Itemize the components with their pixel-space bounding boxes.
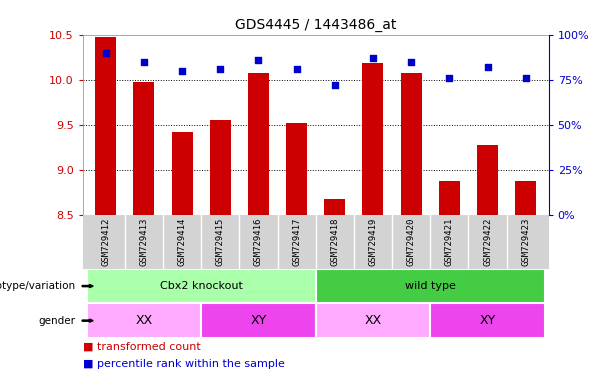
Bar — [172, 132, 192, 215]
Bar — [515, 181, 536, 215]
Text: wild type: wild type — [405, 281, 455, 291]
Bar — [439, 181, 460, 215]
Point — [368, 55, 378, 61]
Point — [406, 59, 416, 65]
Text: Cbx2 knockout: Cbx2 knockout — [160, 281, 243, 291]
Bar — [210, 120, 230, 215]
Point — [139, 59, 149, 65]
Title: GDS4445 / 1443486_at: GDS4445 / 1443486_at — [235, 18, 397, 32]
Bar — [316, 269, 545, 303]
Bar — [248, 73, 269, 215]
Text: GSM729422: GSM729422 — [483, 218, 492, 266]
Bar — [362, 63, 384, 215]
Text: XX: XX — [135, 314, 153, 327]
Text: XX: XX — [364, 314, 382, 327]
Text: ■ percentile rank within the sample: ■ percentile rank within the sample — [83, 359, 284, 369]
Text: gender: gender — [39, 316, 76, 326]
Text: GSM729416: GSM729416 — [254, 218, 263, 266]
Text: XY: XY — [479, 314, 496, 327]
Text: GSM729417: GSM729417 — [292, 218, 301, 266]
Bar — [134, 83, 154, 215]
Point — [330, 82, 340, 88]
Text: XY: XY — [250, 314, 267, 327]
Bar — [286, 123, 307, 215]
Bar — [430, 303, 545, 338]
Text: GSM729423: GSM729423 — [521, 218, 530, 266]
Bar — [477, 145, 498, 215]
Text: GSM729413: GSM729413 — [139, 218, 148, 266]
Point — [444, 75, 454, 81]
Text: GSM729420: GSM729420 — [406, 218, 416, 266]
Point — [292, 66, 302, 72]
Point — [521, 75, 531, 81]
Text: GSM729414: GSM729414 — [178, 218, 186, 266]
Text: GSM729415: GSM729415 — [216, 218, 225, 266]
Text: GSM729421: GSM729421 — [445, 218, 454, 266]
Bar — [95, 37, 116, 215]
Bar — [401, 73, 422, 215]
Point — [215, 66, 225, 72]
Text: GSM729412: GSM729412 — [101, 218, 110, 266]
Point — [177, 68, 187, 74]
Text: GSM729418: GSM729418 — [330, 218, 339, 266]
Bar — [324, 199, 345, 215]
Text: ■ transformed count: ■ transformed count — [83, 342, 200, 352]
Text: GSM729419: GSM729419 — [368, 218, 378, 266]
Bar — [86, 269, 316, 303]
Text: genotype/variation: genotype/variation — [0, 281, 76, 291]
Bar — [86, 303, 201, 338]
Bar — [201, 303, 316, 338]
Bar — [316, 303, 430, 338]
Point — [482, 64, 492, 70]
Point — [101, 50, 110, 56]
Point — [254, 57, 264, 63]
